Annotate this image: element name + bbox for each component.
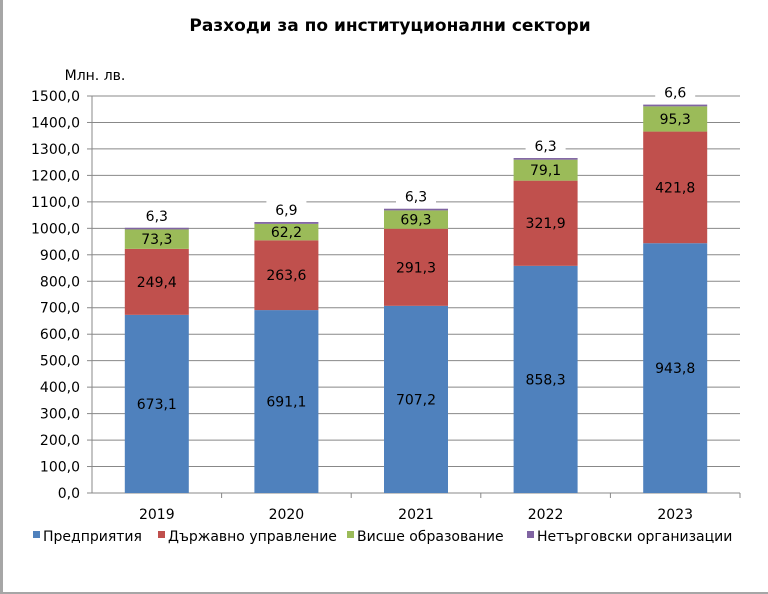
y-tick-label: 1100,0 [31, 195, 80, 211]
bar-segment-4 [513, 158, 578, 160]
legend-label: Висше образование [357, 529, 504, 545]
data-label: 421,8 [655, 180, 695, 196]
data-label-background [136, 206, 177, 225]
x-tick-label: 2020 [269, 507, 305, 523]
data-label: 263,6 [266, 268, 306, 284]
y-tick-label: 900,0 [40, 248, 80, 264]
data-label: 6,3 [534, 139, 556, 155]
bar-segment-1 [384, 305, 448, 493]
data-label: 943,8 [655, 361, 695, 377]
data-label: 95,3 [660, 112, 691, 128]
data-label-background [525, 137, 566, 156]
chart-title: Разходи за по институционални сектори [189, 16, 590, 36]
legend-swatch [33, 531, 40, 538]
y-tick-label: 500,0 [40, 354, 80, 370]
y-tick-label: 200,0 [40, 433, 80, 449]
data-label: 691,1 [266, 395, 306, 411]
bar-segment-4 [124, 227, 189, 230]
y-tick-label: 400,0 [40, 380, 80, 396]
legend-swatch [347, 531, 354, 538]
y-tick-label: 1500,0 [31, 89, 80, 105]
x-tick-label: 2019 [139, 507, 175, 523]
legend-swatch [158, 531, 165, 538]
data-label: 79,1 [530, 163, 561, 179]
data-label: 69,3 [400, 213, 431, 229]
legend-label: Държавно управление [168, 529, 337, 545]
legend-label: Нетърговски организации [537, 529, 732, 545]
bar-segment-2 [643, 131, 708, 244]
bar-segment-1 [124, 314, 189, 493]
data-label: 6,3 [405, 190, 427, 206]
data-label: 291,3 [396, 260, 436, 276]
legend-label: Предприятия [43, 529, 142, 545]
y-axis-label: Млн. лв. [65, 68, 126, 84]
x-tick-label: 2021 [398, 507, 434, 523]
bar-segment-3 [643, 106, 708, 132]
bar-segment-2 [254, 240, 319, 311]
y-tick-label: 300,0 [40, 407, 80, 423]
y-tick-label: 1200,0 [31, 168, 80, 184]
y-tick-label: 1300,0 [31, 142, 80, 158]
bar-segment-4 [643, 104, 708, 107]
data-label-background [266, 201, 307, 220]
y-tick-label: 700,0 [40, 301, 80, 317]
bar-segment-4 [384, 208, 448, 211]
y-tick-label: 100,0 [40, 460, 80, 476]
bar-segment-3 [384, 210, 448, 229]
data-label: 6,6 [664, 86, 686, 102]
data-label: 6,9 [275, 203, 297, 219]
data-label: 73,3 [141, 232, 172, 248]
x-tick-label: 2023 [657, 507, 693, 523]
data-label-background [655, 83, 696, 102]
x-tick-label: 2022 [528, 507, 564, 523]
data-label-background [396, 187, 436, 206]
bar-segment-3 [254, 223, 319, 241]
data-label: 321,9 [526, 216, 566, 232]
bar-segment-1 [643, 243, 708, 493]
data-label: 62,2 [271, 225, 302, 241]
bar-segment-2 [124, 248, 189, 315]
data-label: 707,2 [396, 392, 436, 408]
bar-segment-3 [124, 229, 189, 249]
y-tick-label: 800,0 [40, 274, 80, 290]
bar-segment-2 [384, 228, 448, 306]
data-label: 858,3 [526, 372, 566, 388]
data-label: 673,1 [137, 397, 177, 413]
y-tick-label: 1400,0 [31, 115, 80, 131]
y-tick-label: 1000,0 [31, 221, 80, 237]
data-label: 249,4 [137, 275, 177, 291]
bar-segment-1 [513, 265, 578, 493]
bar-segment-3 [513, 159, 578, 181]
y-tick-label: 600,0 [40, 327, 80, 343]
y-tick-label: 0,0 [58, 486, 80, 502]
bar-segment-4 [254, 222, 319, 224]
bar-segment-1 [254, 310, 319, 493]
bar-segment-2 [513, 180, 578, 266]
legend-swatch [527, 531, 534, 538]
data-label: 6,3 [146, 209, 168, 225]
